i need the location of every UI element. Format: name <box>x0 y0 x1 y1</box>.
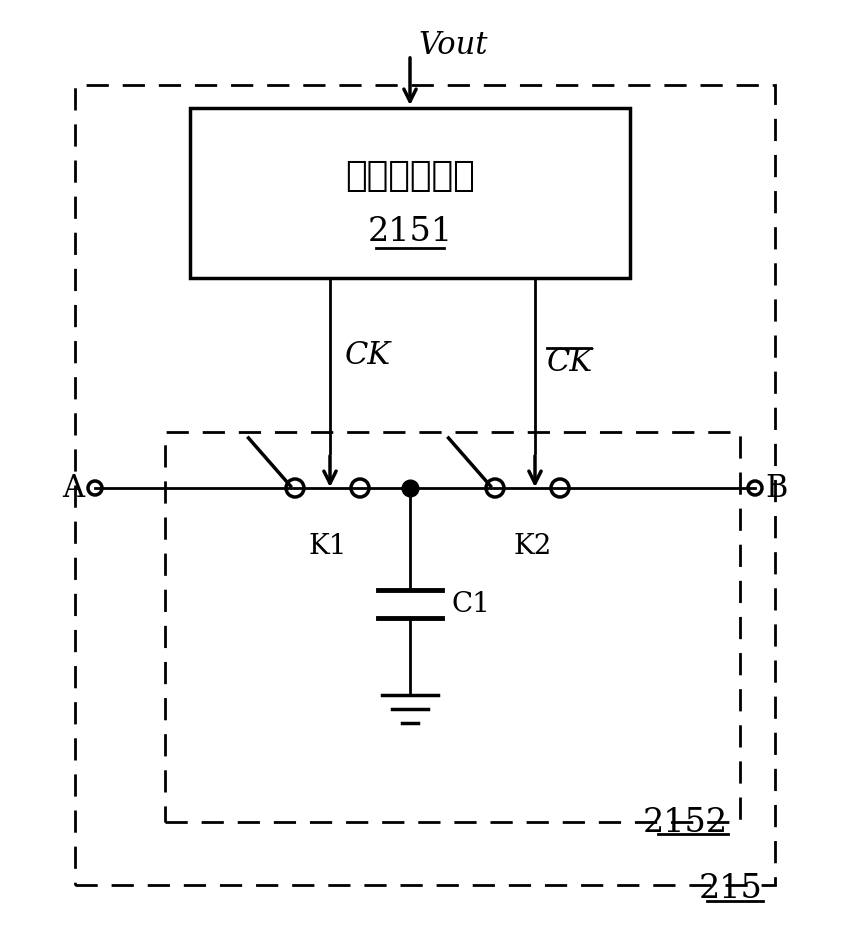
Text: K2: K2 <box>513 533 551 560</box>
Text: CK: CK <box>345 340 391 370</box>
Text: 电压检测模块: 电压检测模块 <box>345 159 474 193</box>
Text: B: B <box>765 473 787 504</box>
Text: K1: K1 <box>308 533 346 560</box>
Text: A: A <box>62 473 84 504</box>
Text: 2151: 2151 <box>367 216 452 248</box>
Text: CK: CK <box>547 347 593 378</box>
Text: Vout: Vout <box>417 30 487 61</box>
Bar <box>75 85 774 885</box>
Text: 215: 215 <box>699 873 762 905</box>
Bar <box>165 432 740 822</box>
Text: C1: C1 <box>451 591 490 617</box>
Text: 2152: 2152 <box>642 807 727 839</box>
Bar <box>189 108 630 278</box>
